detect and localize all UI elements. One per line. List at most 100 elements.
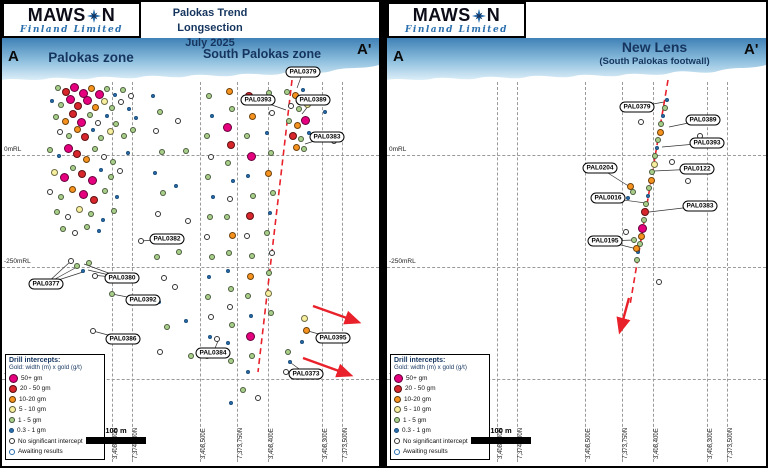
hole-label: PAL0377 <box>28 278 64 290</box>
drill-intercept-point <box>641 217 647 223</box>
drill-intercept-point <box>658 121 664 127</box>
drill-intercept-point <box>58 102 64 108</box>
depth-grid-line <box>387 267 766 268</box>
drill-intercept-point <box>246 370 250 374</box>
legend-item: 50+ gm <box>394 373 486 384</box>
legend-item: 20 - 50 gm <box>394 384 486 395</box>
drill-intercept-point <box>164 324 170 330</box>
drill-intercept-point <box>76 117 86 127</box>
drill-intercept-point <box>115 195 119 199</box>
drill-intercept-point <box>292 143 300 151</box>
drill-intercept-point <box>255 395 261 401</box>
grid-line <box>497 82 498 462</box>
legend-swatch-w <box>9 438 15 445</box>
drill-intercept-point <box>208 335 212 339</box>
drill-intercept-point <box>226 250 232 256</box>
legend-swatch-a <box>394 448 400 455</box>
drill-intercept-point <box>138 238 144 244</box>
drill-intercept-point <box>302 326 310 334</box>
zone-label-south-palokas: South Palokas zone <box>202 47 322 61</box>
drill-intercept-point <box>153 128 159 134</box>
panel-palokas-trend: MAWS N Finland Limited Palokas Trend Lon… <box>2 2 379 466</box>
drill-intercept-point <box>270 190 276 196</box>
drill-intercept-point <box>101 218 105 222</box>
drill-intercept-point <box>98 135 104 141</box>
grid-line <box>322 82 323 462</box>
grid-coordinate-label: 7,373,500N <box>728 427 734 459</box>
legend-item: 0.3 - 1 gm <box>9 426 101 437</box>
grid-line <box>585 82 586 462</box>
hole-label: PAL0380 <box>104 272 140 284</box>
depth-label: -250mRL <box>389 258 416 265</box>
drill-intercept-point <box>268 211 272 215</box>
drill-intercept-point <box>81 269 85 273</box>
drill-intercept-point <box>68 258 74 264</box>
drill-intercept-point <box>323 110 327 114</box>
drill-intercept-point <box>669 159 675 165</box>
drill-intercept-point <box>229 322 235 328</box>
drill-intercept-point <box>248 112 256 120</box>
hole-label: PAL0386 <box>105 333 141 345</box>
mawson-logo: MAWS N Finland Limited <box>2 2 141 38</box>
brand-prefix: MAWS <box>412 4 471 25</box>
compass-rose-icon <box>471 8 486 23</box>
drill-intercept-point <box>661 114 665 118</box>
grid-line <box>237 82 238 462</box>
section-marker-a: A <box>8 48 19 65</box>
drill-intercept-point <box>84 224 90 230</box>
drill-intercept-point <box>160 190 166 196</box>
drill-intercept-point <box>70 165 76 171</box>
hole-label: PAL0389 <box>295 94 331 106</box>
drill-intercept-point <box>646 194 650 198</box>
scale-bar-label: 100 m <box>105 426 127 435</box>
drill-intercept-point <box>73 125 81 133</box>
drill-intercept-point <box>647 176 655 184</box>
drill-intercept-point <box>638 119 644 125</box>
drill-intercept-point <box>102 188 108 194</box>
drill-intercept-point <box>284 89 290 95</box>
drill-intercept-point <box>626 196 630 200</box>
legend-swatch-m <box>394 373 403 383</box>
drill-intercept-point <box>641 208 649 216</box>
grid-coordinate-label: 3,408,400E <box>269 428 275 459</box>
drill-intercept-point <box>94 89 104 99</box>
drill-intercept-point <box>266 270 272 276</box>
panel-new-lens: MAWS N Finland Limited New Lens (South P… <box>387 2 766 466</box>
drill-intercept-point <box>60 226 66 232</box>
brand-tagline: Finland Limited <box>20 24 123 35</box>
drill-intercept-point <box>101 154 107 160</box>
drill-intercept-point <box>108 174 114 180</box>
hole-label: PAL0384 <box>195 347 231 359</box>
drill-intercept-point <box>157 109 163 115</box>
grid-coordinate-label: 3,408,500E <box>586 428 592 459</box>
drill-intercept-point <box>228 286 234 292</box>
drill-intercept-point <box>285 349 291 355</box>
drill-intercept-point <box>65 94 75 104</box>
grid-line <box>653 82 654 462</box>
drill-intercept-point <box>59 172 69 182</box>
hole-label: PAL0383 <box>682 200 718 212</box>
legend-title: Drill intercepts: <box>9 357 61 364</box>
legend-label: Awaiting results <box>18 448 63 456</box>
legend-label: 50+ gm <box>21 374 43 382</box>
drill-intercept-point <box>205 174 211 180</box>
section-marker-a-prime: A' <box>357 41 372 58</box>
drill-intercept-point <box>655 146 659 150</box>
legend-label: 0.3 - 1 gm <box>402 427 431 435</box>
legend-item: 10-20 gm <box>394 394 486 405</box>
drill-intercept-point <box>61 117 69 125</box>
drill-intercept-point <box>120 87 126 93</box>
drill-intercept-point <box>227 141 235 149</box>
drill-intercept-point <box>113 93 117 97</box>
legend-item: 5 - 10 gm <box>9 405 101 416</box>
drill-intercept-point <box>69 82 79 92</box>
drill-intercept-point <box>105 114 109 118</box>
legend-swatch-y <box>394 406 401 414</box>
grid-coordinate-label: 3,408,300E <box>708 428 714 459</box>
legend-label: No significant intercept <box>18 437 83 445</box>
grid-line <box>517 82 518 462</box>
legend-items: 50+ gm 20 - 50 gm 10-20 gm 5 - 10 gm 1 - 5 g… <box>9 373 101 457</box>
drill-intercept-point <box>637 223 647 233</box>
drill-intercept-point <box>81 133 89 141</box>
legend-item: Awaiting results <box>394 447 486 458</box>
